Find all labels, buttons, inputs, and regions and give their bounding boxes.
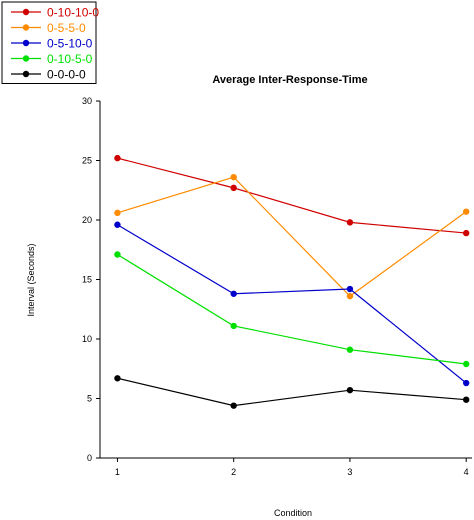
y-tick-label-5: 25 [82,156,92,166]
data-point-2-3 [462,379,470,387]
data-point-1-2 [346,292,354,300]
data-point-0-3 [462,229,470,237]
series-layer [114,154,470,409]
series-line-2 [117,224,467,384]
series-4 [114,375,470,409]
legend-label-0: 0-10-10-0 [47,6,99,20]
data-point-4-1 [230,402,237,409]
legend-label-3: 0-10-5-0 [47,52,93,66]
series-line-1 [117,176,467,297]
data-point-3-3 [462,360,470,368]
series-line-3 [117,253,467,365]
legend-item-3: 0-10-5-0 [11,52,93,66]
data-point-0-2 [346,219,354,226]
legend-marker-4 [22,70,30,78]
data-point-1-3 [462,208,470,215]
data-point-4-0 [114,375,121,382]
legend-item-1: 0-5-5-0 [11,21,86,35]
legend-marker-3 [22,55,30,62]
legend-label-4: 0-0-0-0 [47,68,86,82]
series-3 [114,251,470,368]
legend-marker-1 [22,24,30,31]
y-tick-label-1: 5 [87,394,92,404]
x-tick-label-1: 2 [231,467,236,477]
data-point-1-1 [230,173,237,181]
series-line-0 [117,157,467,234]
legend-marker-0 [22,8,30,16]
y-tick-label-2: 10 [82,334,92,344]
y-tick-label-4: 20 [82,215,92,225]
x-tick-label-0: 1 [115,467,120,477]
x-tick-label-2: 3 [347,467,352,477]
x-tick-label-3: 4 [464,467,469,477]
y-tick-label-3: 15 [82,275,92,285]
data-point-0-0 [114,154,121,162]
y-tick-label-0: 0 [87,453,92,463]
legend-item-0: 0-10-10-0 [11,6,99,20]
series-1 [114,173,470,300]
data-point-1-0 [114,209,121,217]
legend-label-1: 0-5-5-0 [47,21,86,35]
data-point-0-1 [230,184,237,192]
legend-marker-2 [22,39,30,47]
data-point-2-2 [346,285,354,293]
legend-item-2: 0-5-10-0 [11,37,93,51]
data-point-2-1 [230,290,237,297]
legend: 0-10-10-00-5-5-0 0-5-10-00-10-5-0 0-0-0-0 [1,1,99,84]
series-0 [114,154,470,237]
legend-item-4: 0-0-0-0 [11,68,86,82]
legend-label-2: 0-5-10-0 [47,37,93,51]
data-point-4-3 [462,396,470,403]
series-2 [114,221,470,387]
data-point-2-0 [114,221,121,228]
y-axis-title: Interval (Seconds) [26,243,36,316]
series-line-4 [117,377,467,407]
x-axis-title: Condition [274,508,312,518]
chart-title: Average Inter-Response-Time [212,74,367,86]
data-point-3-2 [346,346,354,353]
data-point-3-1 [230,322,237,330]
data-point-3-0 [114,251,121,258]
data-point-4-2 [346,386,354,394]
axes: 0 5 10 15 20 25 30 1 2 3 4 [82,96,472,477]
y-tick-label-6: 30 [82,96,92,106]
